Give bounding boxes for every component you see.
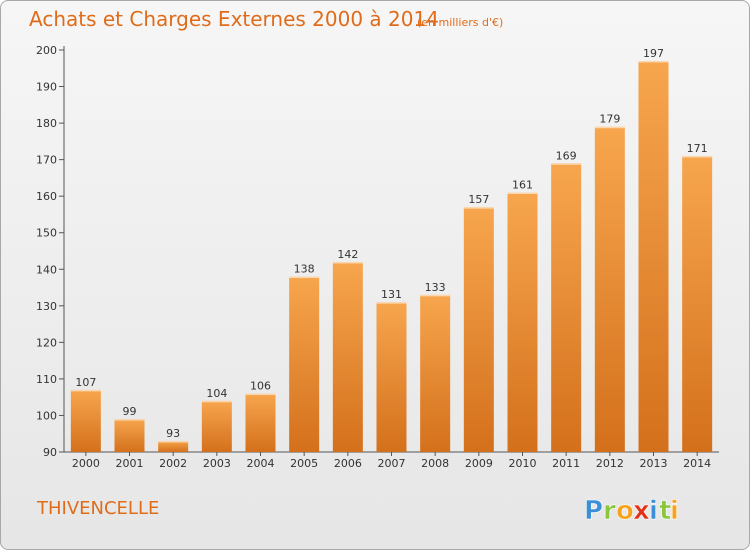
bar bbox=[463, 207, 494, 452]
bar-highlight bbox=[332, 261, 363, 264]
y-tick-label: 130 bbox=[36, 300, 57, 313]
y-tick-label: 120 bbox=[36, 336, 57, 349]
logo-letter: r bbox=[603, 496, 616, 526]
bar-value-label: 142 bbox=[337, 248, 358, 261]
bar bbox=[332, 261, 363, 452]
bar bbox=[70, 389, 101, 452]
bar bbox=[289, 276, 320, 452]
x-tick-label: 2014 bbox=[683, 457, 711, 470]
bar-value-label: 107 bbox=[75, 376, 96, 389]
logo-letter: o bbox=[616, 496, 634, 526]
bar-highlight bbox=[551, 163, 582, 165]
bar-value-label: 138 bbox=[294, 263, 315, 276]
bar-highlight bbox=[594, 126, 625, 129]
logo-letter: t bbox=[659, 496, 671, 526]
bar-highlight bbox=[638, 60, 669, 63]
bar-value-label: 157 bbox=[468, 193, 489, 206]
logo-letter: i bbox=[649, 496, 658, 526]
bar-highlight bbox=[70, 389, 101, 392]
y-tick-label: 150 bbox=[36, 227, 57, 240]
bar-highlight bbox=[507, 192, 538, 195]
bar-value-label: 99 bbox=[123, 405, 137, 418]
y-tick-label: 170 bbox=[36, 154, 57, 167]
bars-group: 107 99 93 104 106 138 142 131 133 157 161 169 179 197… bbox=[70, 47, 713, 453]
bar-highlight bbox=[158, 441, 189, 443]
bar-highlight bbox=[376, 302, 407, 304]
bar bbox=[201, 400, 232, 452]
x-tick-label: 2001 bbox=[116, 457, 144, 470]
chart-title: Achats et Charges Externes 2000 à 2014 bbox=[29, 7, 439, 31]
bar-highlight bbox=[245, 393, 276, 396]
bar bbox=[682, 155, 713, 452]
x-tick-label: 2002 bbox=[159, 457, 187, 470]
bar-value-label: 179 bbox=[599, 113, 620, 126]
logo-letter: P bbox=[584, 496, 603, 526]
bar bbox=[158, 441, 189, 452]
x-tick-label: 2013 bbox=[640, 457, 668, 470]
bar-value-label: 133 bbox=[425, 281, 446, 294]
x-tick-label: 2009 bbox=[465, 457, 493, 470]
x-tick-label: 2003 bbox=[203, 457, 231, 470]
x-tick-label: 2004 bbox=[247, 457, 275, 470]
bar-value-label: 93 bbox=[166, 427, 180, 440]
y-tick-label: 100 bbox=[36, 409, 57, 422]
bar bbox=[507, 192, 538, 452]
y-tick-label: 190 bbox=[36, 81, 57, 94]
x-tick-label: 2005 bbox=[290, 457, 318, 470]
x-tick-label: 2000 bbox=[72, 457, 100, 470]
bar-highlight bbox=[201, 400, 232, 403]
y-tick-label: 200 bbox=[36, 44, 57, 57]
x-tick-label: 2011 bbox=[552, 457, 580, 470]
logo-letter: i bbox=[670, 496, 679, 526]
y-tick-label: 160 bbox=[36, 190, 57, 203]
bar-value-label: 161 bbox=[512, 179, 533, 192]
x-tick-label: 2007 bbox=[378, 457, 406, 470]
bar-value-label: 106 bbox=[250, 380, 271, 393]
x-axis: 2000 2001 2002 2003 2004 2005 2006 2007 2008 2009… bbox=[64, 451, 719, 470]
bar bbox=[594, 126, 625, 452]
y-tick-label: 90 bbox=[43, 446, 57, 459]
y-tick-label: 180 bbox=[36, 117, 57, 130]
bar-value-label: 131 bbox=[381, 288, 402, 301]
bar-highlight bbox=[682, 155, 713, 158]
y-axis: 90 100 110 120 130 140 150 160 170 180 190 200 bbox=[36, 44, 65, 459]
bar bbox=[638, 60, 669, 453]
x-tick-label: 2008 bbox=[421, 457, 449, 470]
bar-highlight bbox=[420, 294, 451, 297]
x-tick-label: 2010 bbox=[509, 457, 537, 470]
bar bbox=[551, 163, 582, 453]
bar-highlight bbox=[289, 276, 320, 279]
bar-value-label: 169 bbox=[556, 149, 577, 162]
chart-subtitle: (en milliers d'€) bbox=[417, 16, 503, 29]
bar-highlight bbox=[114, 419, 145, 421]
bar bbox=[376, 302, 407, 452]
bar-highlight bbox=[463, 207, 494, 209]
bar bbox=[420, 294, 451, 452]
bar-value-label: 104 bbox=[206, 387, 227, 400]
y-tick-label: 140 bbox=[36, 263, 57, 276]
x-tick-label: 2006 bbox=[334, 457, 362, 470]
bar-value-label: 171 bbox=[687, 142, 708, 155]
bar-value-label: 197 bbox=[643, 47, 664, 60]
x-tick-label: 2012 bbox=[596, 457, 624, 470]
bar bbox=[245, 393, 276, 452]
y-tick-label: 110 bbox=[36, 373, 57, 386]
bar bbox=[114, 419, 145, 452]
logo-letter: x bbox=[633, 496, 650, 526]
place-name: THIVENCELLE bbox=[36, 498, 159, 519]
